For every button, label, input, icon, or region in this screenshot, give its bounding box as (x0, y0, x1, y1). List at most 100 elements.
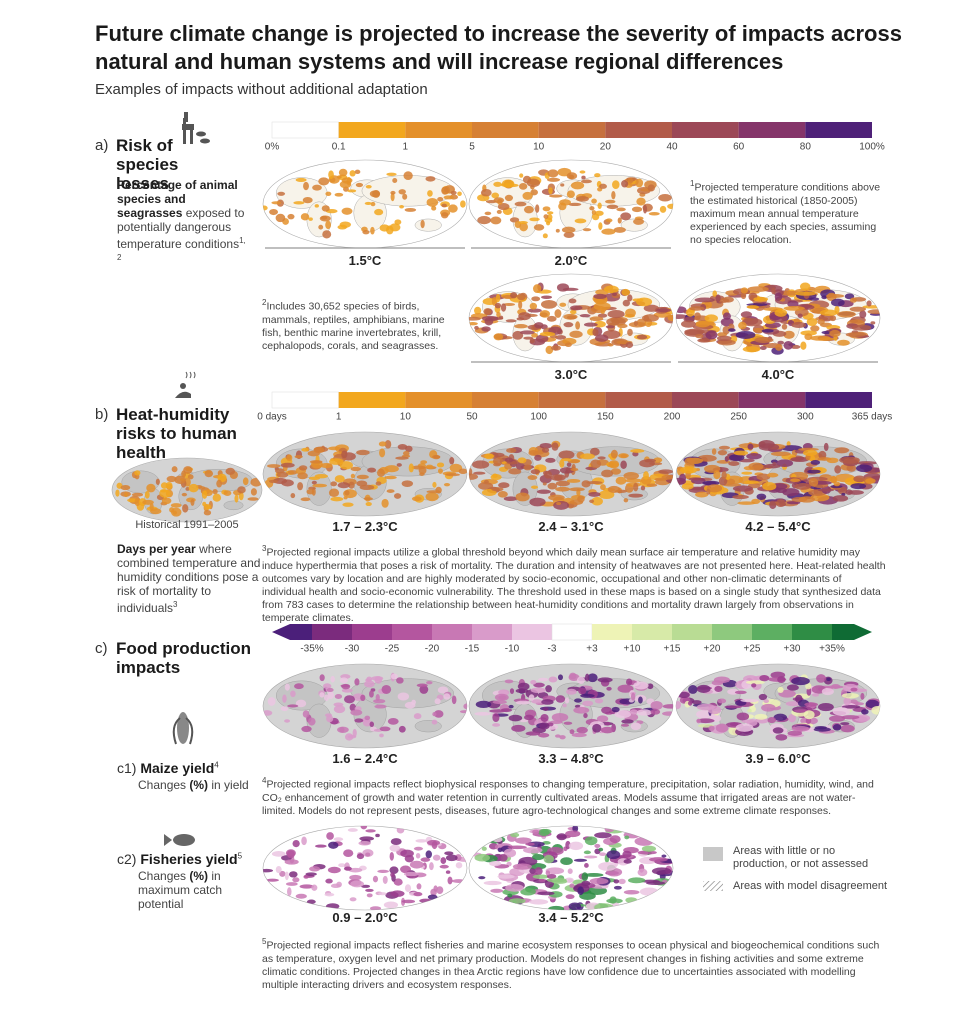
map-patch (559, 459, 565, 468)
map-patch (269, 208, 279, 216)
map-patch (386, 172, 397, 177)
map-patch (677, 691, 690, 699)
map-patch (596, 715, 609, 723)
corn-icon (172, 712, 194, 745)
map-patch (349, 170, 356, 177)
map-patch (451, 879, 466, 883)
sub-label-id: c1) (117, 760, 137, 776)
map-patch (648, 212, 660, 216)
map-patch (347, 735, 357, 739)
map-patch (546, 315, 557, 322)
scale-label: 1 (336, 412, 342, 423)
map-patch (546, 177, 561, 182)
map-patch (533, 682, 545, 688)
map-patch (826, 294, 845, 299)
legend-swatch-gray (703, 847, 723, 861)
map-patch (352, 728, 357, 738)
scale-label: 60 (733, 142, 745, 153)
map-patch (734, 690, 747, 695)
map-patch (401, 899, 416, 904)
map-patch (330, 481, 338, 487)
map-patch (623, 859, 632, 864)
map-patch (594, 320, 606, 328)
map-patch (548, 905, 565, 910)
scale-label: -15 (465, 644, 480, 655)
map-patch (365, 829, 376, 833)
map-patch (440, 857, 447, 864)
map-patch (621, 719, 634, 724)
footnote-mark: 2 (262, 298, 267, 307)
map-patch (582, 228, 592, 232)
map-patch (301, 725, 312, 733)
scale-segment (738, 392, 806, 408)
map-patch (340, 684, 350, 688)
map-patch (560, 183, 565, 187)
map-patch (680, 320, 696, 328)
map-patch (534, 322, 544, 329)
map-patch (601, 469, 614, 478)
map-patch (425, 464, 434, 470)
scale-segment (805, 122, 872, 138)
map-patch (591, 496, 603, 506)
scale-segment (672, 624, 712, 640)
map-patch (507, 845, 527, 850)
map-patch (829, 476, 838, 484)
map-patch (516, 293, 526, 301)
map-patch (735, 723, 754, 732)
map-patch (762, 482, 777, 491)
map-patch (821, 295, 828, 300)
map-patch (520, 887, 536, 896)
map-patch (518, 312, 531, 321)
map-patch (371, 676, 384, 681)
map-patch (551, 442, 559, 451)
map-patch (696, 718, 701, 724)
map-patch (337, 726, 349, 733)
map-patch (740, 311, 753, 318)
map-patch (795, 291, 817, 296)
map-patch (415, 839, 428, 843)
map-patch (503, 496, 518, 502)
map-patch (437, 686, 449, 694)
map-patch (821, 330, 831, 335)
map-patch (437, 196, 444, 202)
map-patch (548, 676, 558, 683)
map-patch (284, 683, 290, 691)
scale-label: -35% (300, 644, 323, 655)
map-patch (865, 478, 876, 484)
map-patch (661, 854, 667, 858)
map-features (263, 672, 467, 741)
map-patch (555, 335, 567, 340)
map-patch (347, 189, 357, 193)
map-patch (845, 332, 867, 338)
map-patch (533, 284, 542, 294)
map-patch (715, 723, 729, 733)
map-patch (613, 885, 622, 890)
map-patch (574, 218, 587, 224)
map-patch (469, 473, 479, 480)
giraffe-icon (182, 112, 210, 144)
map-patch (366, 893, 373, 898)
scale-segment (605, 392, 672, 408)
map-label: 1.5°C (348, 253, 382, 268)
map-patch (478, 482, 494, 490)
map-patch (583, 850, 591, 855)
scale-label: 150 (597, 412, 614, 423)
map-patch (146, 483, 156, 493)
map-patch (563, 313, 578, 320)
map-patch (770, 459, 778, 464)
map-label: Historical 1991–2005 (135, 519, 239, 531)
map-patch (646, 881, 666, 886)
map-patch (860, 692, 865, 700)
map-patch (568, 298, 577, 304)
scale-segment (605, 122, 672, 138)
map-features (676, 671, 880, 741)
map-patch (840, 724, 855, 733)
map-patch (384, 440, 392, 449)
map-patch (360, 826, 368, 830)
map-patch (327, 866, 341, 874)
map-patch (322, 230, 332, 239)
map-patch (359, 484, 375, 491)
map-patch (429, 862, 434, 871)
map-patch (566, 172, 578, 180)
map-label: 2.4 – 3.1°C (538, 519, 604, 534)
